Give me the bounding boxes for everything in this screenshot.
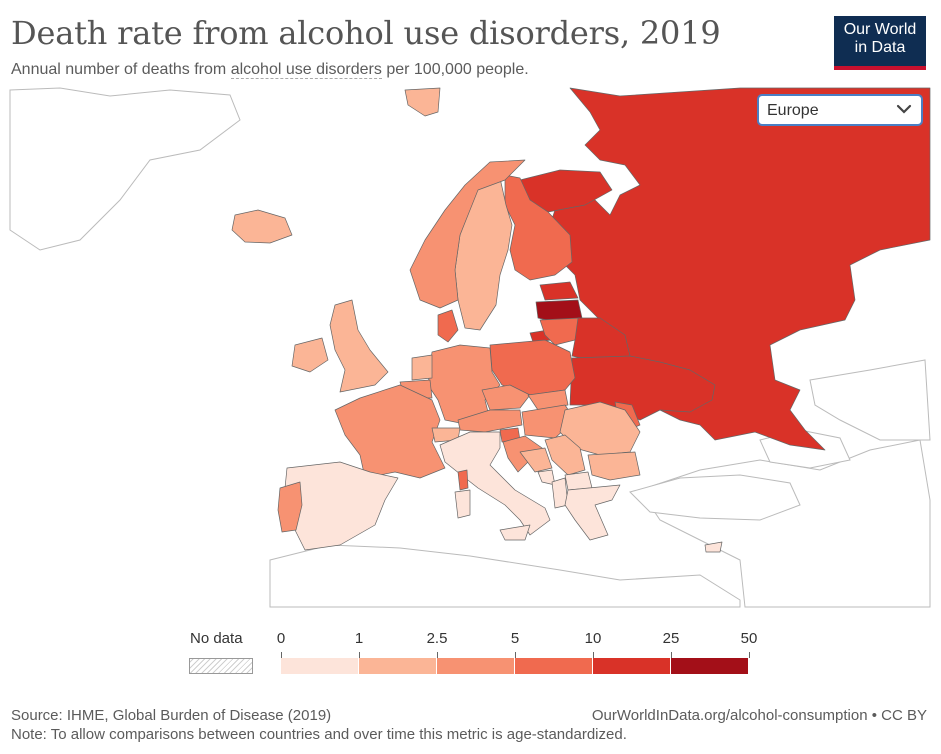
chart-title: Death rate from alcohol use disorders, 2… (11, 14, 721, 52)
country-turkey-nodata (629, 474, 801, 521)
legend-tick-mark (359, 652, 360, 658)
subtitle-link[interactable]: alcohol use disorders (230, 61, 382, 79)
country-cyprus[interactable] (704, 541, 723, 553)
legend-tick-mark (281, 652, 282, 658)
subtitle-suffix: per 100,000 people. (381, 61, 529, 78)
country-ireland[interactable] (291, 337, 329, 373)
country-netherlands[interactable] (411, 354, 433, 381)
owid-logo[interactable]: Our World in Data (834, 16, 926, 70)
country-denmark[interactable] (437, 309, 459, 343)
country-greece[interactable] (564, 484, 621, 541)
country-lithuania[interactable] (539, 317, 581, 346)
country-germany[interactable] (427, 344, 501, 426)
legend-bin-4[interactable] (593, 658, 671, 674)
legend-no-data-swatch[interactable] (189, 658, 253, 674)
legend-tick-label: 0 (276, 630, 286, 647)
country-greenland-nodata (9, 87, 241, 251)
legend-tick-mark (515, 652, 516, 658)
country-bosnia[interactable] (519, 447, 553, 473)
country-africa-nodata (269, 544, 741, 608)
legend-tick-mark (437, 652, 438, 658)
country-czechia[interactable] (481, 384, 531, 411)
country-slovakia[interactable] (527, 389, 569, 411)
europe-map (9, 87, 931, 608)
country-estonia[interactable] (539, 281, 579, 301)
legend-bin-1[interactable] (359, 658, 437, 674)
legend-no-data-label: No data (190, 630, 243, 647)
country-sardinia[interactable] (454, 489, 471, 519)
legend-bin-5[interactable] (671, 658, 749, 674)
legend-tick-label: 25 (662, 630, 680, 647)
legend-tick-label: 50 (740, 630, 758, 647)
region-select-value: Europe (767, 102, 819, 119)
country-norway[interactable] (409, 159, 526, 309)
chart-subtitle: Annual number of deaths from alcohol use… (11, 61, 529, 79)
region-select[interactable]: Europe (757, 94, 923, 126)
source-text: Source: IHME, Global Burden of Disease (… (11, 707, 332, 724)
country-sicily[interactable] (499, 524, 531, 541)
legend-tick-label: 10 (584, 630, 602, 647)
country-bulgaria[interactable] (587, 451, 641, 481)
country-iceland[interactable] (231, 209, 293, 244)
country-finland[interactable] (504, 174, 573, 281)
legend-bin-2[interactable] (437, 658, 515, 674)
country-serbia[interactable] (544, 434, 586, 476)
logo-line-1: Our World (843, 21, 917, 38)
source-url-credit[interactable]: OurWorldInData.org/alcohol-consumption •… (591, 707, 927, 724)
country-uk[interactable] (329, 299, 389, 393)
country-kazakhstan-nodata (809, 359, 931, 441)
map-legend: No data 0 1 2.5 5 10 25 50 (0, 630, 941, 680)
country-portugal[interactable] (277, 481, 303, 533)
country-north-macedonia[interactable] (564, 471, 593, 491)
legend-tick-label: 2.5 (426, 630, 448, 647)
logo-line-2: in Data (854, 39, 906, 56)
legend-tick-mark (749, 652, 750, 658)
country-corsica[interactable] (457, 469, 469, 491)
legend-tick-label: 5 (510, 630, 520, 647)
subtitle-prefix: Annual number of deaths from (11, 61, 231, 78)
legend-tick-label: 1 (354, 630, 364, 647)
legend-tick-mark (671, 652, 672, 658)
legend-bin-0[interactable] (281, 658, 359, 674)
chevron-down-icon (896, 104, 912, 114)
legend-bin-3[interactable] (515, 658, 593, 674)
legend-tick-mark (593, 652, 594, 658)
country-france[interactable] (334, 384, 446, 479)
country-svalbard[interactable] (404, 87, 441, 117)
note-text: Note: To allow comparisons between count… (11, 726, 627, 743)
